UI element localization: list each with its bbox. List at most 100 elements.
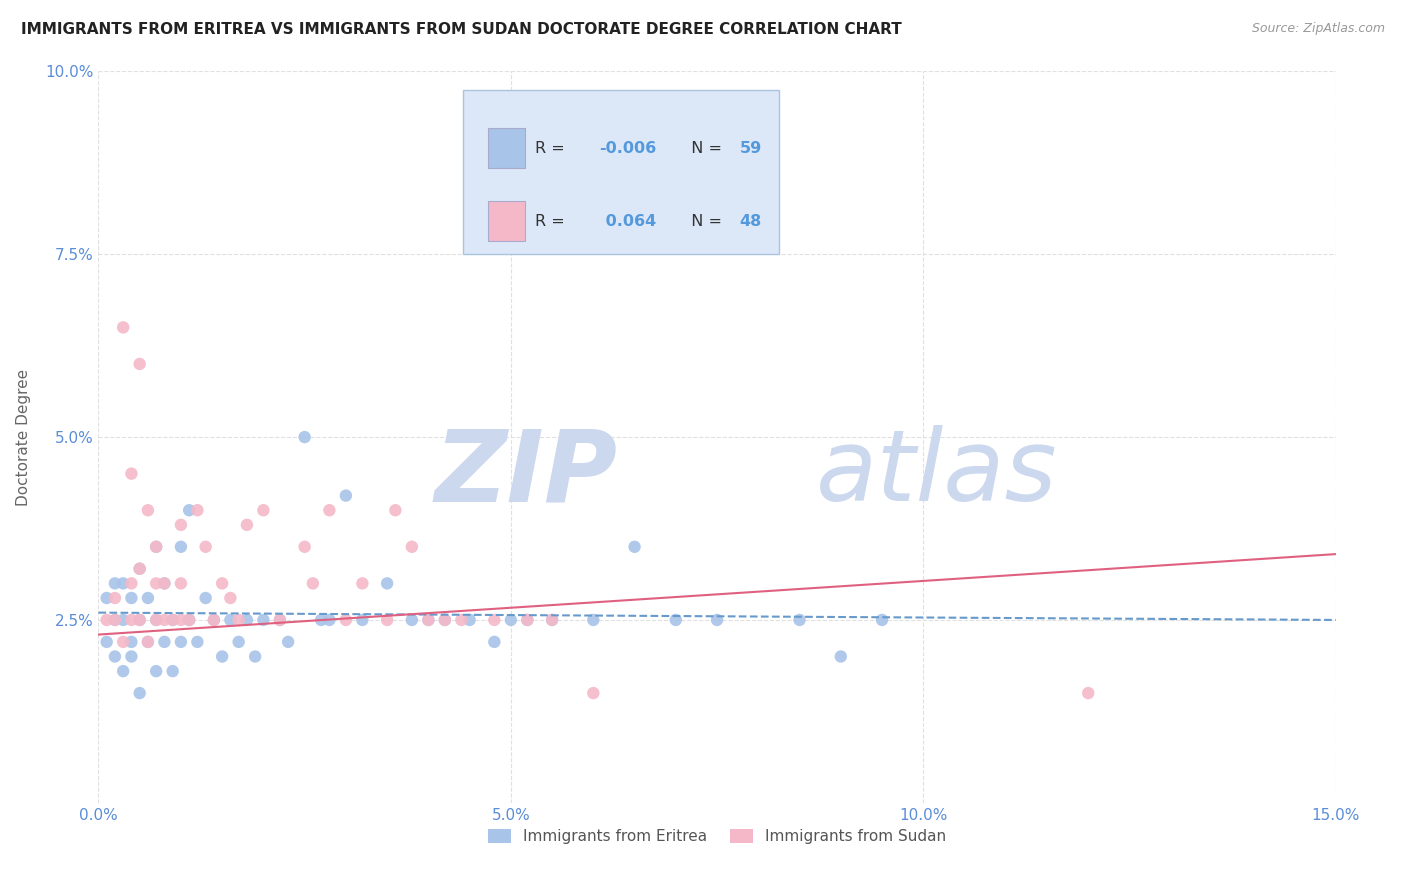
Text: IMMIGRANTS FROM ERITREA VS IMMIGRANTS FROM SUDAN DOCTORATE DEGREE CORRELATION CH: IMMIGRANTS FROM ERITREA VS IMMIGRANTS FR… xyxy=(21,22,901,37)
Point xyxy=(211,576,233,591)
Point xyxy=(145,540,167,554)
Point xyxy=(179,613,201,627)
Point xyxy=(484,613,506,627)
Point xyxy=(145,613,167,627)
Point xyxy=(318,613,340,627)
Point xyxy=(128,686,150,700)
Point xyxy=(145,576,167,591)
Point xyxy=(112,635,135,649)
Point xyxy=(252,503,274,517)
Point xyxy=(830,649,852,664)
Text: R =: R = xyxy=(536,214,569,229)
Point xyxy=(294,430,316,444)
Point xyxy=(202,613,225,627)
Point xyxy=(194,591,217,605)
Point xyxy=(104,613,127,627)
Point xyxy=(153,635,176,649)
Point xyxy=(582,613,605,627)
Point xyxy=(112,320,135,334)
Point xyxy=(582,686,605,700)
Point xyxy=(294,540,316,554)
Point xyxy=(145,613,167,627)
Legend: Immigrants from Eritrea, Immigrants from Sudan: Immigrants from Eritrea, Immigrants from… xyxy=(482,822,952,850)
Point xyxy=(706,613,728,627)
Text: 48: 48 xyxy=(740,214,762,229)
Y-axis label: Doctorate Degree: Doctorate Degree xyxy=(17,368,31,506)
Point xyxy=(870,613,893,627)
Point xyxy=(120,649,142,664)
Point xyxy=(269,613,291,627)
Point xyxy=(170,576,193,591)
Point xyxy=(179,503,201,517)
Point xyxy=(1077,686,1099,700)
Text: 59: 59 xyxy=(740,141,762,156)
Point xyxy=(789,613,811,627)
Point xyxy=(153,576,176,591)
Point xyxy=(136,635,159,649)
Point xyxy=(120,576,142,591)
Text: 0.064: 0.064 xyxy=(599,214,655,229)
Point xyxy=(401,540,423,554)
Text: R =: R = xyxy=(536,141,569,156)
Point xyxy=(136,591,159,605)
Text: ZIP: ZIP xyxy=(434,425,619,522)
Point xyxy=(136,503,159,517)
Point xyxy=(375,576,398,591)
Point xyxy=(418,613,440,627)
Point xyxy=(96,635,118,649)
Point xyxy=(318,503,340,517)
Point xyxy=(170,540,193,554)
Point xyxy=(179,613,201,627)
Point xyxy=(516,613,538,627)
Point xyxy=(499,613,522,627)
Point xyxy=(418,613,440,627)
Text: -0.006: -0.006 xyxy=(599,141,657,156)
Point xyxy=(541,613,564,627)
Point xyxy=(120,635,142,649)
Point xyxy=(302,576,325,591)
Point xyxy=(458,613,481,627)
Point xyxy=(120,591,142,605)
Point xyxy=(170,517,193,532)
Point xyxy=(335,489,357,503)
Point xyxy=(623,540,645,554)
Point xyxy=(128,613,150,627)
Point xyxy=(450,613,472,627)
Point xyxy=(136,635,159,649)
Point xyxy=(153,613,176,627)
Point xyxy=(219,591,242,605)
Text: atlas: atlas xyxy=(815,425,1057,522)
Bar xyxy=(488,202,526,242)
Point xyxy=(352,576,374,591)
Point xyxy=(128,562,150,576)
Point xyxy=(186,503,208,517)
Point xyxy=(243,649,266,664)
Point xyxy=(96,591,118,605)
Point xyxy=(186,635,208,649)
Point xyxy=(375,613,398,627)
Point xyxy=(128,613,150,627)
Point xyxy=(516,613,538,627)
Point xyxy=(194,540,217,554)
Point xyxy=(162,613,184,627)
Point xyxy=(202,613,225,627)
Point xyxy=(104,613,127,627)
Point xyxy=(104,576,127,591)
Point xyxy=(170,635,193,649)
Point xyxy=(352,613,374,627)
FancyBboxPatch shape xyxy=(464,90,779,254)
Point xyxy=(484,635,506,649)
Point xyxy=(112,613,135,627)
Text: N =: N = xyxy=(681,214,727,229)
Point xyxy=(384,503,406,517)
Point xyxy=(153,576,176,591)
Point xyxy=(309,613,332,627)
Point xyxy=(665,613,688,627)
Point xyxy=(145,540,167,554)
Text: Source: ZipAtlas.com: Source: ZipAtlas.com xyxy=(1251,22,1385,36)
Point xyxy=(162,613,184,627)
Point xyxy=(252,613,274,627)
Point xyxy=(96,613,118,627)
Point xyxy=(219,613,242,627)
Point xyxy=(128,562,150,576)
